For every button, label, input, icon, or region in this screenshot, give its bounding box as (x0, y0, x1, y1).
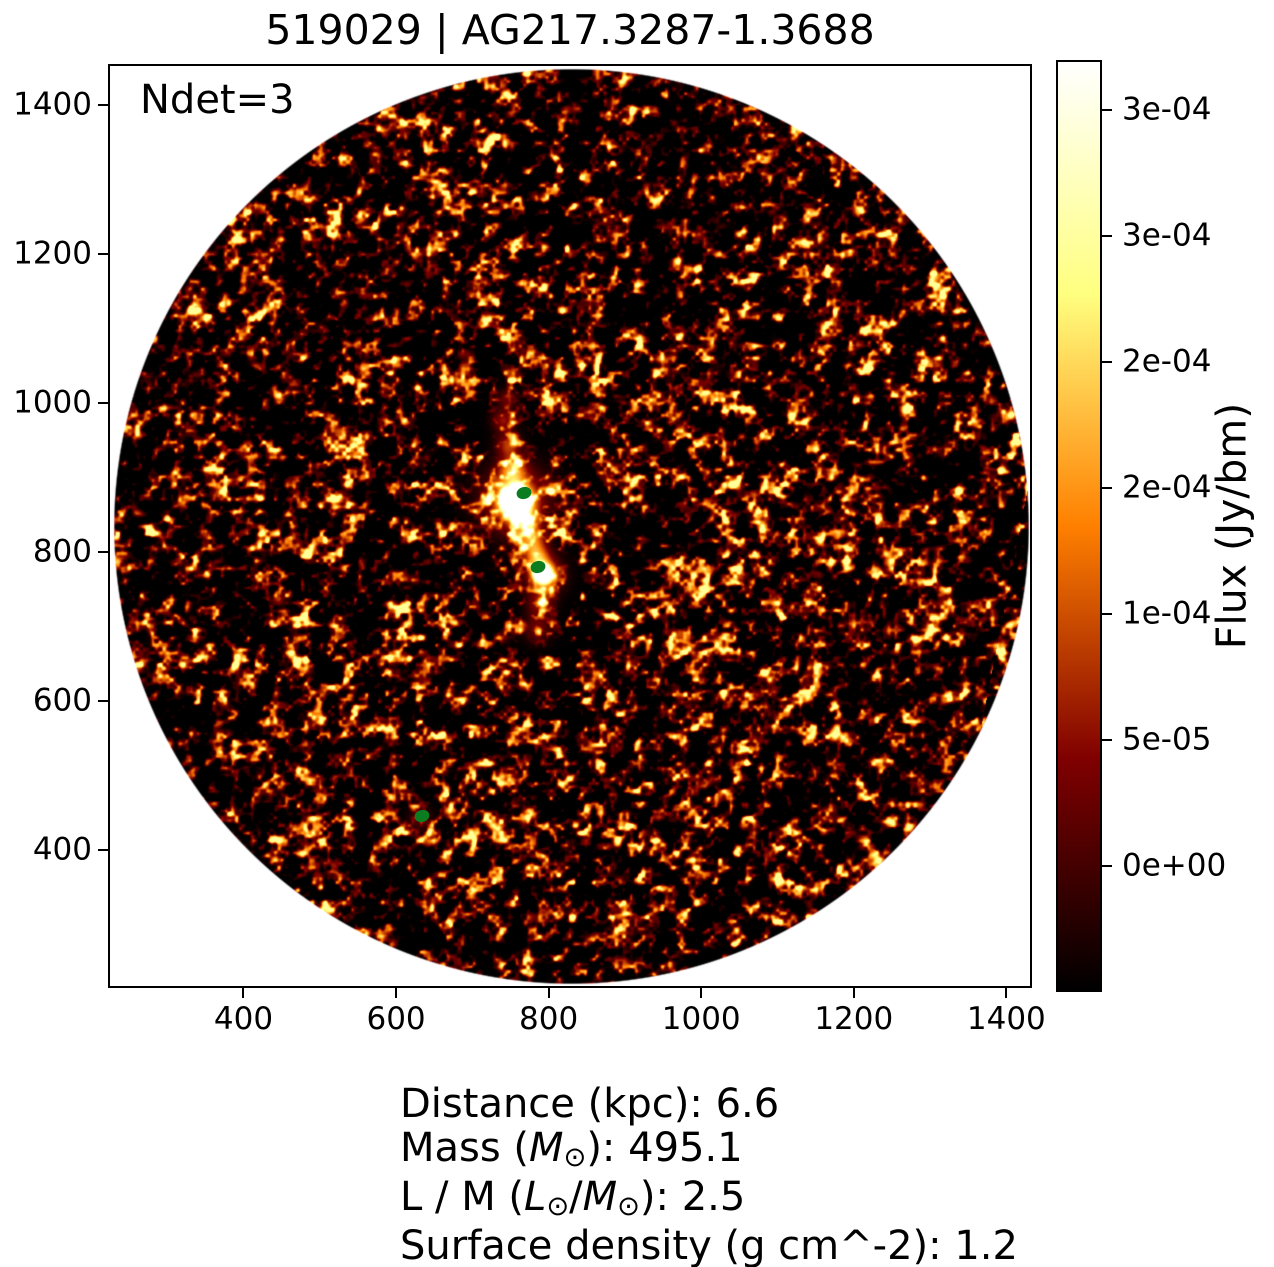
x-tick-label: 1000 (661, 1001, 741, 1037)
colorbar-tick-label: 2e-04 (1122, 469, 1212, 506)
info-block: Distance (kpc): 6.6 Mass (M⊙): 495.1 L / M… (400, 1082, 1018, 1267)
colorbar-tick-label: 2e-04 (1122, 343, 1212, 380)
flux-image (110, 66, 1030, 986)
colorbar-tick-mark (1102, 235, 1112, 238)
info-text-segment: ⊙ (546, 1190, 570, 1222)
x-tick-mark (1005, 988, 1008, 998)
info-line: Distance (kpc): 6.6 (400, 1082, 1018, 1126)
x-tick-mark (395, 988, 398, 998)
info-text-segment: Distance (kpc): 6.6 (400, 1081, 780, 1127)
info-text-segment: M (529, 1125, 564, 1171)
x-tick-mark (547, 988, 550, 998)
info-text-segment: M (582, 1174, 618, 1220)
y-tick-mark (98, 401, 108, 404)
x-tick-mark (242, 988, 245, 998)
y-tick-mark (98, 699, 108, 702)
y-tick-mark (98, 252, 108, 255)
info-text-segment: ⊙ (617, 1190, 640, 1222)
info-text-segment: Mass ( (400, 1125, 530, 1171)
info-text-segment: ⊙ (563, 1141, 587, 1173)
info-text-segment: / (569, 1174, 583, 1220)
axes: Ndet=3 (108, 64, 1032, 988)
colorbar-label: Flux (Jy/bm) (1207, 402, 1256, 650)
y-tick-label: 1400 (13, 86, 92, 123)
x-tick-label: 600 (366, 1001, 426, 1037)
y-tick-mark (98, 848, 108, 851)
info-line: Mass (M⊙): 495.1 (400, 1126, 1018, 1175)
info-line: L / M (L⊙/M⊙): 2.5 (400, 1175, 1018, 1224)
x-tick-label: 400 (213, 1001, 274, 1037)
colorbar-tick-mark (1102, 109, 1112, 112)
info-text-segment: L (524, 1174, 547, 1220)
y-tick-mark (98, 103, 108, 106)
colorbar-tick-mark (1102, 361, 1112, 364)
ndet-annotation: Ndet=3 (140, 77, 295, 123)
colorbar-tick-label: 5e-05 (1122, 721, 1212, 758)
colorbar-tick-mark (1102, 613, 1112, 616)
colorbar-tick-label: 0e+00 (1122, 847, 1227, 884)
info-line: Surface density (g cm^-2): 1.2 (400, 1224, 1018, 1267)
colorbar-tick-mark (1102, 865, 1112, 868)
colorbar-tick-label: 3e-04 (1122, 217, 1212, 254)
colorbar-tick-mark (1102, 739, 1112, 742)
y-tick-label: 800 (32, 533, 92, 570)
x-tick-label: 1400 (966, 1001, 1046, 1037)
info-text-segment: ): 495.1 (586, 1125, 743, 1171)
x-tick-mark (700, 988, 703, 998)
colorbar-tick-label: 1e-04 (1122, 595, 1212, 632)
plot-title: 519029 | AG217.3287-1.3688 (265, 6, 875, 54)
y-tick-mark (98, 550, 108, 553)
y-tick-label: 600 (32, 682, 92, 719)
x-tick-label: 1200 (814, 1001, 894, 1037)
x-tick-label: 800 (519, 1001, 579, 1037)
info-text-segment: ): 2.5 (639, 1174, 746, 1220)
y-tick-label: 1000 (13, 384, 92, 421)
y-tick-label: 1200 (13, 235, 92, 272)
colorbar-tick-label: 3e-04 (1122, 91, 1212, 128)
x-tick-mark (852, 988, 855, 998)
info-text-segment: Surface density (g cm^-2): 1.2 (400, 1223, 1018, 1267)
colorbar-tick-mark (1102, 487, 1112, 490)
info-text-segment: L / M ( (400, 1174, 525, 1220)
colorbar (1056, 60, 1102, 992)
y-tick-label: 400 (32, 831, 92, 868)
